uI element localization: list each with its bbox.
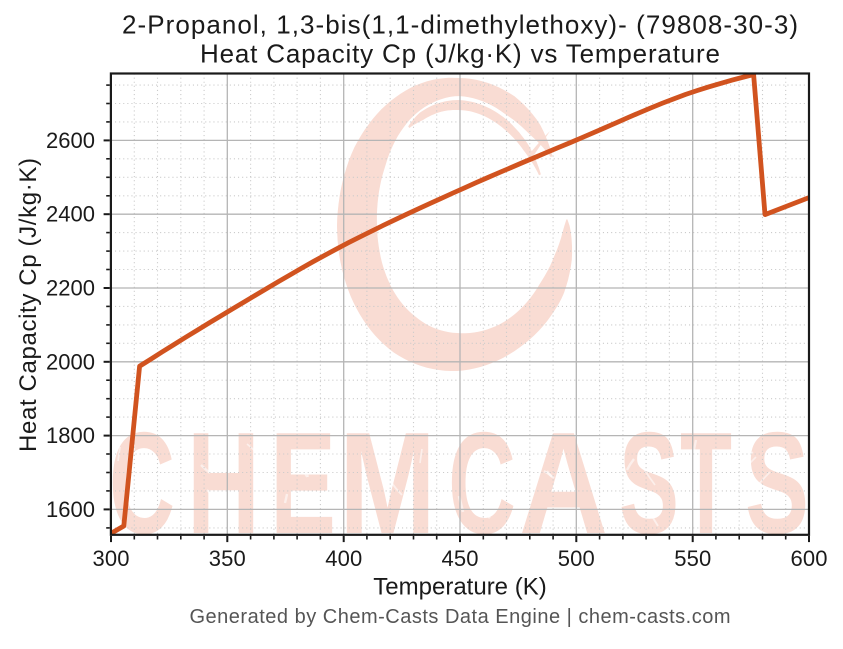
svg-text:2600: 2600 <box>46 128 95 153</box>
svg-text:Heat Capacity Cp (J/kg·K) vs T: Heat Capacity Cp (J/kg·K) vs Temperature <box>200 38 720 68</box>
svg-text:2400: 2400 <box>46 202 95 227</box>
svg-text:Temperature (K): Temperature (K) <box>373 574 546 601</box>
svg-text:450: 450 <box>442 546 479 571</box>
svg-text:400: 400 <box>325 546 362 571</box>
svg-text:2000: 2000 <box>46 349 95 374</box>
svg-text:1800: 1800 <box>46 423 95 448</box>
svg-text:M: M <box>339 402 436 564</box>
svg-text:H: H <box>187 402 260 564</box>
svg-text:2-Propanol, 1,3-bis(1,1-dimeth: 2-Propanol, 1,3-bis(1,1-dimethylethoxy)-… <box>122 10 798 40</box>
svg-text:550: 550 <box>674 546 711 571</box>
svg-text:T: T <box>680 402 732 564</box>
svg-text:E: E <box>270 402 336 564</box>
svg-text:1600: 1600 <box>46 497 95 522</box>
svg-text:300: 300 <box>93 546 130 571</box>
svg-text:Heat Capacity Cp (J/kg·K): Heat Capacity Cp (J/kg·K) <box>15 158 42 452</box>
svg-text:500: 500 <box>558 546 595 571</box>
svg-text:350: 350 <box>209 546 246 571</box>
svg-text:C: C <box>448 402 516 564</box>
svg-text:600: 600 <box>791 546 828 571</box>
svg-text:2200: 2200 <box>46 276 95 301</box>
svg-text:C: C <box>109 402 175 564</box>
svg-text:S: S <box>745 402 809 564</box>
svg-text:A: A <box>519 402 608 564</box>
svg-text:Generated by Chem-Casts Data E: Generated by Chem-Casts Data Engine | ch… <box>190 606 731 628</box>
